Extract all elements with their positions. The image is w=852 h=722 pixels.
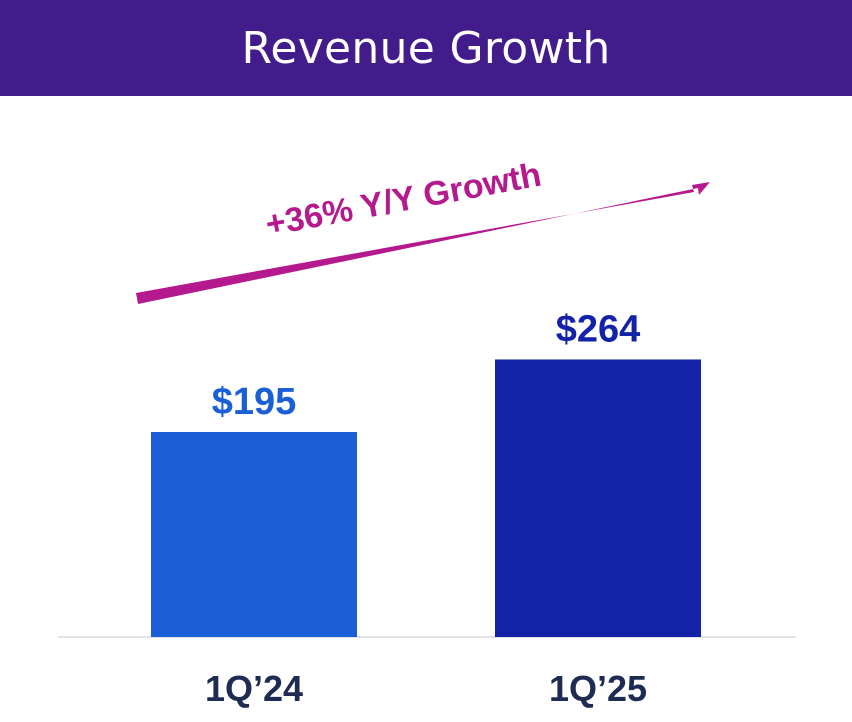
x-tick-label-2: 1Q’25: [549, 668, 647, 709]
x-tick-label-1: 1Q’24: [205, 668, 303, 709]
growth-arrow: [136, 182, 710, 304]
growth-annotation: +36% Y/Y Growth: [136, 156, 710, 304]
chart-title: Revenue Growth: [241, 22, 611, 74]
bar-value-label-1: $195: [212, 381, 297, 423]
growth-annotation-label: +36% Y/Y Growth: [263, 156, 545, 244]
bar-value-label-2: $264: [556, 308, 641, 350]
bar-2: [495, 359, 701, 637]
bar-chart: $195 1Q’24 $264 1Q’25 +36% Y/Y Growth: [58, 156, 796, 709]
chart-header: Revenue Growth: [0, 0, 852, 96]
bar-1: [151, 432, 357, 637]
